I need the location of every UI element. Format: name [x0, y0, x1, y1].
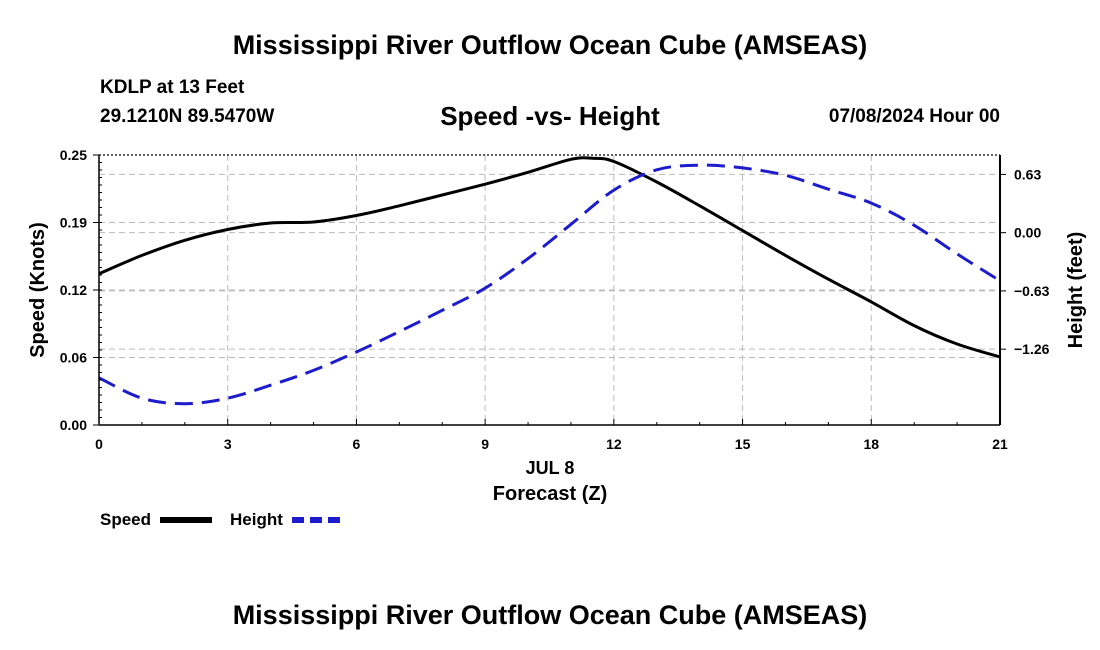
legend: Speed Height: [100, 510, 342, 529]
chart-subtitle: Speed -vs- Height: [440, 101, 660, 131]
y-right-tick-label: −1.26: [1014, 341, 1050, 357]
legend-label-speed: Speed: [100, 510, 151, 529]
grid-lines: [99, 155, 1000, 425]
x-tick-label: 12: [606, 436, 622, 452]
y-left-tick-label: 0.06: [60, 350, 87, 366]
series-lines: [98, 156, 1001, 406]
x-axis-title: Forecast (Z): [493, 483, 607, 505]
chart-main-title: Mississippi River Outflow Ocean Cube (AM…: [232, 30, 868, 60]
x-tick-label: 9: [481, 436, 489, 452]
x-tick-label: 21: [992, 436, 1008, 452]
y-right-tick-label: 0.00: [1014, 225, 1041, 241]
series-line-speed: [98, 156, 1001, 359]
y-right-tick-label: −0.63: [1014, 283, 1050, 299]
y-right-tick-label: 0.63: [1014, 166, 1041, 182]
station-label: KDLP at 13 Feet: [100, 77, 245, 98]
y-left-tick-label: 0.12: [60, 282, 87, 298]
x-tick-label: 18: [863, 436, 879, 452]
axis-ticks: 0 3 6 9 12 15 18 21 0.00 0.06 0.12 0.19 0.25 0.63 0.00…: [60, 147, 1050, 452]
legend-label-height: Height: [230, 510, 283, 529]
y-axis-left-title: Speed (Knots): [27, 222, 49, 358]
y-axis-right-title: Height (feet): [1065, 232, 1087, 349]
y-left-tick-label: 0.19: [60, 215, 87, 231]
series-line-height: [98, 163, 1001, 406]
x-tick-label: 6: [353, 436, 361, 452]
y-left-tick-label: 0.25: [60, 147, 87, 163]
y-left-tick-label: 0.00: [60, 417, 87, 433]
x-tick-label: 15: [735, 436, 751, 452]
x-tick-label: 0: [95, 436, 103, 452]
forecast-datetime: 07/08/2024 Hour 00: [828, 106, 1000, 127]
x-axis-date-label: JUL 8: [526, 458, 575, 478]
chart-footer-title: Mississippi River Outflow Ocean Cube (AM…: [232, 600, 868, 630]
coordinates-label: 29.1210N 89.5470W: [100, 106, 275, 127]
x-tick-label: 3: [224, 436, 232, 452]
